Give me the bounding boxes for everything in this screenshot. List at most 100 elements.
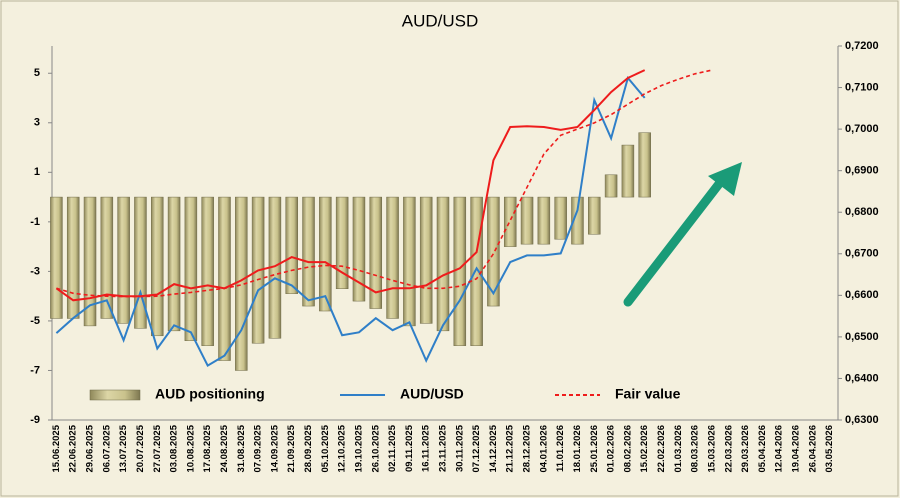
x-tick-label: 26.04.2026 <box>807 425 818 473</box>
y2-tick-label: 0,6800 <box>845 206 879 218</box>
bar <box>487 196 500 307</box>
x-tick-label: 26.10.2025 <box>370 424 381 472</box>
x-tick-label: 22.06.2025 <box>68 424 79 472</box>
x-tick-label: 29.03.2026 <box>740 425 751 473</box>
bar <box>419 196 433 324</box>
x-tick-label: 24.08.2025 <box>219 424 230 472</box>
x-tick-label: 05.04.2026 <box>757 425 768 473</box>
x-tick-label: 01.03.2026 <box>673 425 684 473</box>
y2-tick-label: 0,7100 <box>845 81 879 93</box>
x-tick-label: 09.11.2025 <box>404 424 415 472</box>
x-tick-label: 29.06.2025 <box>85 424 96 472</box>
x-tick-label: 14.09.2025 <box>269 424 280 472</box>
x-tick-label: 12.10.2025 <box>337 424 348 472</box>
x-tick-label: 23.11.2025 <box>438 424 449 472</box>
bar <box>503 196 517 247</box>
y2-tick-label: 0,7000 <box>845 123 879 135</box>
y2-tick-label: 0,6700 <box>845 248 879 260</box>
x-tick-label: 16.11.2025 <box>421 424 432 472</box>
x-tick-label: 02.11.2025 <box>387 424 398 472</box>
bar <box>100 196 114 319</box>
x-tick-label: 22.03.2026 <box>723 425 734 473</box>
x-tick-label: 12.04.2026 <box>774 425 785 473</box>
arrow <box>623 162 742 307</box>
x-tick-label: 08.02.2026 <box>622 425 633 473</box>
y-tick-label: -9 <box>30 414 40 426</box>
x-tick-label: 22.02.2026 <box>656 425 667 473</box>
x-tick-label: 06.07.2025 <box>101 424 112 472</box>
x-tick-label: 28.12.2025 <box>522 424 533 472</box>
x-tick-label: 07.09.2025 <box>253 424 264 472</box>
y-tick-label: -3 <box>30 265 40 277</box>
bar <box>151 196 164 337</box>
x-tick-label: 19.04.2026 <box>790 425 801 473</box>
x-tick-label: 21.09.2025 <box>286 424 297 472</box>
bar <box>403 196 416 327</box>
y2-tick-label: 0,6500 <box>845 331 879 343</box>
bar <box>520 196 534 245</box>
bar <box>638 132 651 198</box>
x-tick-label: 20.07.2025 <box>135 424 146 472</box>
bar <box>184 196 198 341</box>
bar <box>604 174 618 198</box>
x-tick-label: 15.02.2026 <box>639 425 650 473</box>
bar <box>588 196 601 235</box>
bar <box>285 196 298 294</box>
bar <box>218 196 231 361</box>
bar <box>50 196 63 319</box>
x-tick-label: 04.01.2026 <box>538 425 549 473</box>
x-tick-label: 30.11.2025 <box>454 424 465 472</box>
y2-tick-label: 0,6900 <box>845 165 879 177</box>
y-tick-label: 1 <box>34 166 40 178</box>
x-tick-label: 11.01.2026 <box>555 425 566 472</box>
bar <box>352 196 366 302</box>
y2-tick-label: 0,7200 <box>845 40 879 52</box>
x-tick-label: 01.02.2026 <box>606 425 617 473</box>
bar <box>201 196 214 346</box>
bar <box>571 196 584 245</box>
x-tick-label: 25.01.2026 <box>589 425 600 473</box>
line <box>55 75 646 368</box>
x-tick-label: 18.01.2026 <box>572 425 583 473</box>
x-tick-label: 17.08.2025 <box>202 424 213 472</box>
legend-label: Fair value <box>615 386 681 402</box>
x-tick-label: 27.07.2025 <box>152 424 163 472</box>
bar <box>369 196 383 309</box>
bar <box>621 144 635 198</box>
x-tick-label: 10.08.2025 <box>185 424 196 472</box>
x-tick-label: 15.06.2025 <box>51 424 62 472</box>
y-tick-label: 5 <box>34 67 40 79</box>
y-tick-label: -5 <box>30 315 40 327</box>
legend-label: AUD/USD <box>400 386 464 402</box>
x-tick-label: 07.12.2025 <box>471 424 482 472</box>
y2-tick-label: 0,6300 <box>845 414 879 426</box>
bar <box>117 196 130 324</box>
x-tick-label: 03.05.2026 <box>824 425 835 473</box>
chart-title: AUD/USD <box>402 11 479 30</box>
x-tick-label: 15.03.2026 <box>706 425 717 473</box>
bar <box>319 196 332 312</box>
x-tick-label: 21.12.2025 <box>505 424 516 472</box>
y-tick-label: -7 <box>30 364 40 376</box>
y2-tick-label: 0,6600 <box>845 289 879 301</box>
legend-label: AUD positioning <box>155 386 265 402</box>
x-tick-label: 14.12.2025 <box>488 424 499 472</box>
x-tick-label: 31.08.2025 <box>236 424 247 472</box>
bar <box>554 196 567 240</box>
bar <box>386 196 399 319</box>
x-tick-label: 13.07.2025 <box>118 424 129 472</box>
bar <box>537 196 551 245</box>
bar <box>83 196 97 327</box>
bar <box>302 196 315 307</box>
legend-swatch <box>89 389 141 401</box>
bar <box>436 196 450 332</box>
x-tick-label: 05.10.2025 <box>320 424 331 472</box>
y-tick-label: 3 <box>34 117 40 129</box>
bar <box>167 196 181 332</box>
x-tick-label: 08.03.2026 <box>690 425 701 473</box>
y2-tick-label: 0,6400 <box>845 372 879 384</box>
x-tick-label: 19.10.2025 <box>353 424 364 472</box>
line <box>55 69 646 302</box>
